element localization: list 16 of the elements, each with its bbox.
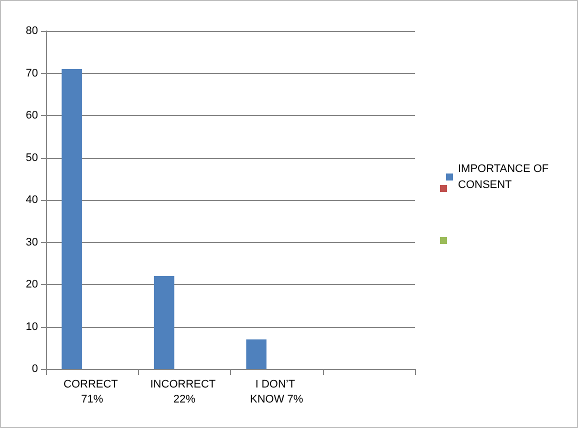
- y-tick-label: 40: [26, 194, 38, 206]
- legend-label: IMPORTANCE OF CONSENT: [458, 163, 552, 191]
- x-tick-label: I DON’T KNOW 7%: [250, 378, 304, 406]
- y-tick-label: 20: [26, 278, 38, 290]
- y-tick-label: 10: [26, 320, 38, 333]
- y-tick-label: 30: [26, 236, 38, 248]
- y-tick-label: 70: [26, 67, 38, 80]
- bar: [246, 339, 266, 369]
- bar: [62, 69, 82, 369]
- bar: [154, 276, 174, 369]
- x-tick-label: INCORRECT 22%: [150, 378, 218, 406]
- y-tick-label: 0: [32, 363, 38, 375]
- y-tick-label: 60: [26, 110, 38, 122]
- y-tick-label: 80: [26, 25, 38, 37]
- y-tick-label: 50: [26, 152, 38, 164]
- x-tick-label: CORRECT 71%: [64, 378, 121, 406]
